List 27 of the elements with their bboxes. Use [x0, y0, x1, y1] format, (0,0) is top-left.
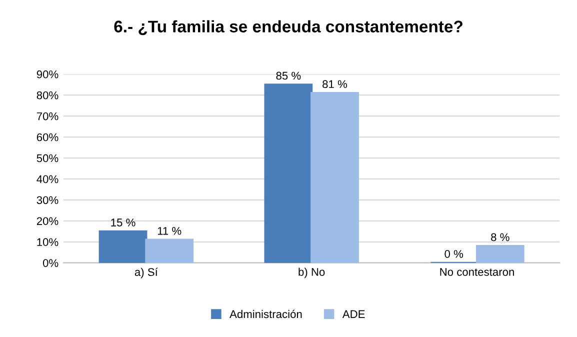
x-tick-label: No contestaron: [440, 268, 514, 276]
y-tick-label: 0%: [42, 259, 58, 267]
data-label: 0 %: [444, 250, 464, 258]
y-tick-label: 10%: [37, 238, 58, 246]
y-tick-label: 50%: [36, 154, 58, 162]
chart-title: 6.- ¿Tu familia se endeuda constantemente?: [114, 20, 462, 36]
legend-label: ADE: [342, 310, 365, 318]
legend-label: Administración: [230, 310, 302, 318]
y-tick-label: 30%: [36, 196, 58, 204]
bar: [264, 84, 313, 263]
data-label: 8 %: [491, 233, 510, 242]
data-label: 81 %: [322, 80, 348, 88]
data-label: 11 %: [158, 227, 182, 235]
data-label: 15 %: [111, 218, 136, 226]
y-tick-label: 40%: [36, 175, 58, 184]
y-tick-label: 60%: [36, 133, 58, 142]
y-tick-label: 70%: [36, 112, 58, 120]
y-tick-label: 20%: [36, 217, 58, 226]
x-tick-label: a) Sí: [134, 268, 158, 278]
bar: [98, 230, 148, 263]
x-tick-label: b) No: [298, 268, 325, 278]
y-tick-label: 90%: [36, 70, 58, 78]
bar: [145, 238, 194, 263]
bar: [310, 92, 359, 263]
y-tick-label: 80%: [36, 91, 58, 100]
data-label: 85 %: [276, 72, 301, 80]
bar: [476, 245, 524, 263]
